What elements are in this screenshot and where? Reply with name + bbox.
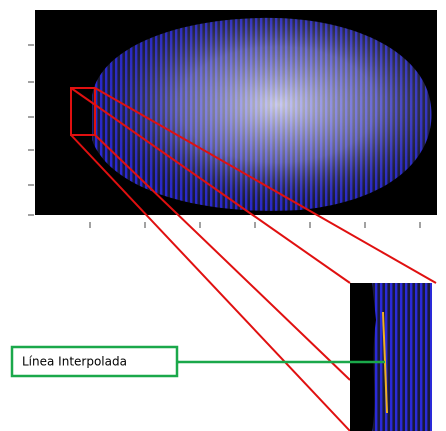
image-panel: [28, 10, 440, 228]
zoom-inset: [350, 283, 432, 431]
annotation-label: Línea Interpolada: [22, 355, 127, 369]
figure: Línea Interpolada: [0, 0, 446, 431]
